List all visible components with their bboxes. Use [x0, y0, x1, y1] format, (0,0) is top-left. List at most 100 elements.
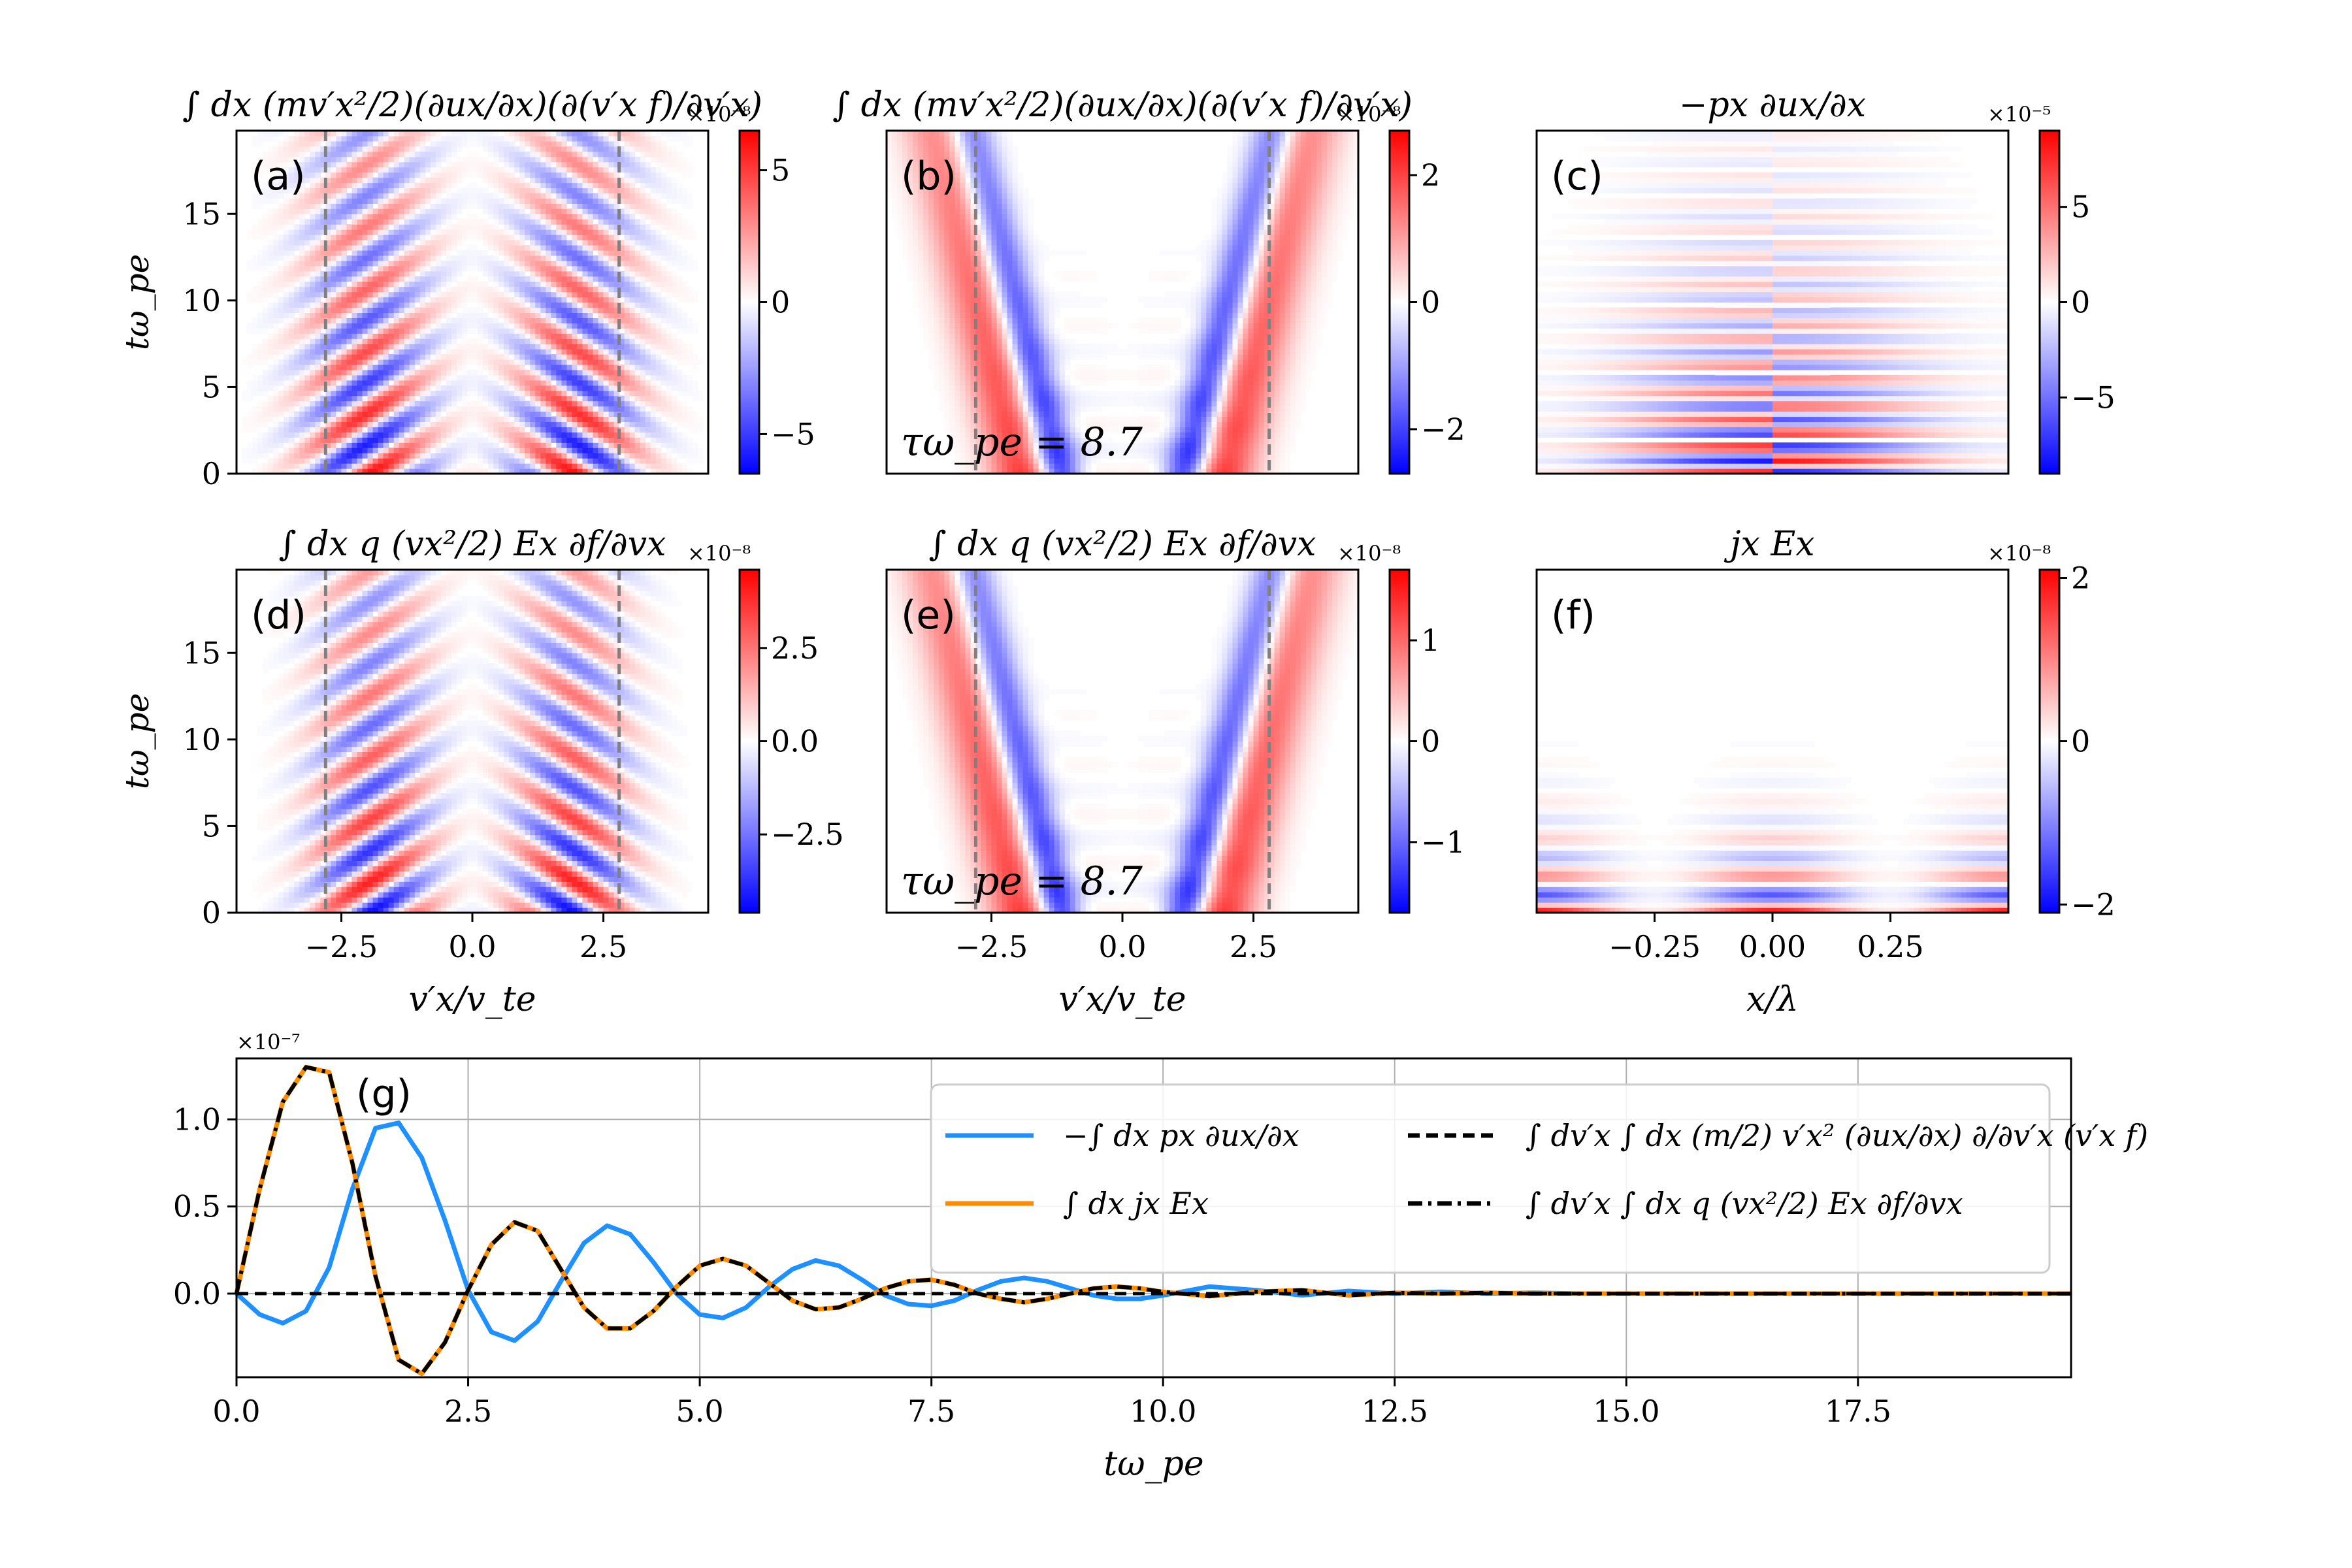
heatmap-cell — [556, 412, 562, 417]
heatmap-cell — [582, 432, 588, 438]
heatmap-cell — [551, 178, 557, 184]
heatmap-cell — [457, 385, 463, 391]
heatmap-cell — [472, 297, 478, 303]
heatmap-cell — [625, 162, 630, 168]
heatmap-cell — [609, 172, 615, 178]
heatmap-cell — [587, 136, 593, 142]
heatmap-cell — [546, 255, 551, 261]
heatmap-cell — [446, 453, 452, 459]
heatmap-cell — [363, 385, 368, 391]
heatmap-cell — [346, 333, 352, 339]
heatmap-cell — [493, 391, 499, 397]
heatmap-cell — [410, 214, 416, 220]
heatmap-cell — [666, 442, 672, 448]
heatmap-cell — [363, 375, 368, 381]
heatmap-cell — [446, 229, 452, 235]
heatmap-cell — [609, 349, 615, 355]
heatmap-cell — [431, 385, 436, 391]
heatmap-cell — [609, 333, 615, 339]
heatmap-cell — [384, 401, 389, 407]
heatmap-cell — [346, 141, 352, 147]
heatmap-cell — [630, 338, 636, 344]
heatmap-cell — [278, 224, 284, 230]
heatmap-cell — [331, 240, 336, 246]
heatmap-cell — [593, 432, 599, 438]
heatmap-cell — [357, 307, 363, 313]
heatmap-cell — [273, 292, 279, 298]
heatmap-cell — [535, 442, 541, 448]
heatmap-cell — [315, 146, 321, 152]
heatmap-cell — [373, 380, 379, 386]
heatmap-cell — [630, 276, 636, 282]
heatmap-cell — [384, 208, 389, 214]
heatmap-cell — [304, 421, 310, 427]
heatmap-cell — [535, 157, 541, 163]
heatmap-cell — [519, 292, 525, 298]
heatmap-cell — [566, 219, 572, 225]
heatmap-cell — [645, 266, 651, 272]
heatmap-cell — [363, 250, 368, 256]
heatmap-cell — [635, 240, 641, 246]
heatmap-cell — [263, 266, 269, 272]
heatmap-cell — [630, 183, 636, 189]
heatmap-cell — [389, 188, 395, 194]
heatmap-cell — [436, 266, 442, 272]
heatmap-cell — [404, 385, 410, 391]
heatmap-cell — [404, 152, 410, 157]
heatmap-cell — [325, 188, 331, 194]
heatmap-cell — [394, 198, 400, 204]
heatmap-cell — [540, 421, 546, 427]
heatmap-cell — [315, 255, 321, 261]
heatmap-cell — [331, 344, 336, 350]
heatmap-cell — [263, 219, 269, 225]
heatmap-cell — [404, 250, 410, 256]
heatmap-cell — [462, 198, 468, 204]
heatmap-cell — [284, 344, 289, 350]
heatmap-cell — [656, 302, 662, 308]
heatmap-cell — [331, 359, 336, 365]
heatmap-cell — [604, 172, 610, 178]
heatmap-cell — [519, 421, 525, 427]
heatmap-cell — [514, 152, 520, 157]
heatmap-cell — [535, 250, 541, 256]
heatmap-cell — [451, 261, 457, 267]
heatmap-cell — [368, 271, 374, 277]
heatmap-cell — [373, 437, 379, 443]
heatmap-cell — [640, 188, 646, 194]
heatmap-cell — [483, 287, 489, 293]
heatmap-cell — [556, 318, 562, 323]
heatmap-cell — [598, 146, 604, 152]
heatmap-cell — [488, 359, 494, 365]
heatmap-cell — [577, 271, 583, 277]
heatmap-cell — [389, 458, 395, 464]
heatmap-cell — [389, 245, 395, 251]
heatmap-cell — [378, 417, 384, 423]
heatmap-cell — [630, 385, 636, 391]
heatmap-cell — [519, 463, 525, 469]
heatmap-cell — [483, 167, 489, 173]
heatmap-cell — [493, 276, 499, 282]
heatmap-cell — [341, 463, 347, 469]
heatmap-cell — [488, 375, 494, 381]
heatmap-cell — [289, 370, 295, 376]
heatmap-cell — [572, 312, 578, 318]
heatmap-cell — [472, 448, 478, 453]
heatmap-cell — [410, 417, 416, 423]
heatmap-cell — [346, 287, 352, 293]
heatmap-cell — [315, 448, 321, 453]
heatmap-cell — [436, 136, 442, 142]
heatmap-cell — [540, 208, 546, 214]
heatmap-cell — [514, 167, 520, 173]
heatmap-cell — [378, 396, 384, 402]
heatmap-cell — [656, 427, 662, 433]
heatmap-cell — [519, 250, 525, 256]
heatmap-cell — [630, 235, 636, 240]
heatmap-cell — [645, 203, 651, 209]
heatmap-cell — [457, 146, 463, 152]
heatmap-cell — [425, 250, 431, 256]
heatmap-cell — [467, 250, 473, 256]
heatmap-cell — [436, 333, 442, 339]
heatmap-cell — [373, 417, 379, 423]
heatmap-cell — [519, 203, 525, 209]
heatmap-cell — [404, 442, 410, 448]
